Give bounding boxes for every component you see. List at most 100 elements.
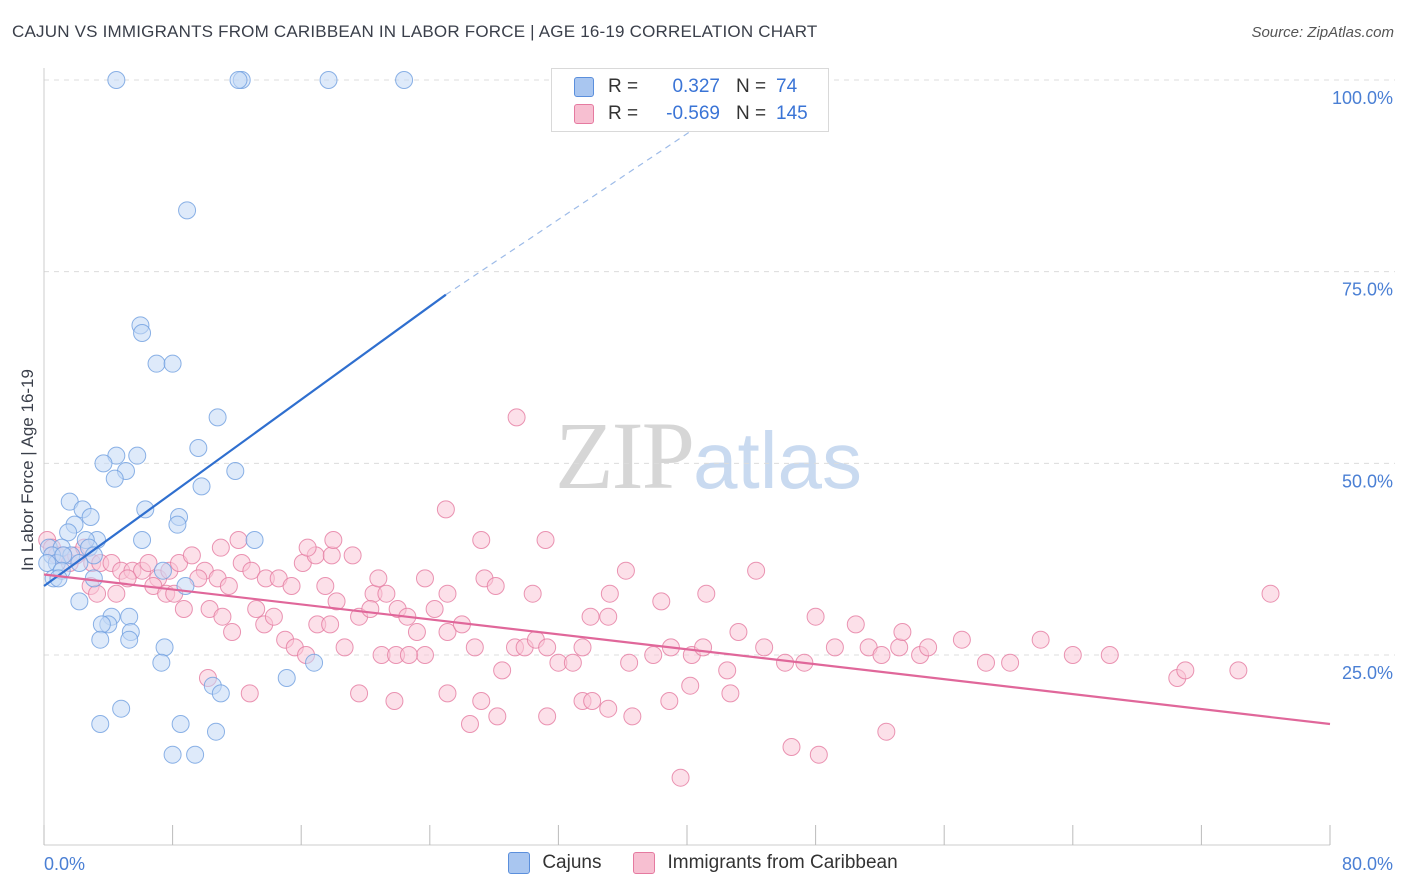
cajun-point [136, 500, 155, 519]
legend-row-caribbean: R = -0.569 N = 145 [574, 102, 816, 126]
caribbean-point [872, 646, 891, 665]
caribbean-point [242, 561, 261, 580]
caribbean-point [599, 699, 618, 718]
cajun-point [211, 684, 230, 703]
caribbean-point [523, 584, 542, 603]
cajun-point [229, 71, 248, 89]
cajun-point [395, 71, 414, 89]
cajun-point [81, 508, 100, 527]
cajun-point [147, 354, 166, 373]
caribbean-point [472, 692, 491, 711]
cajun-point [208, 408, 227, 427]
caribbean-point [721, 684, 740, 703]
legend-r-label: R = [608, 103, 639, 124]
caribbean-point [893, 623, 912, 642]
caribbean-point [107, 584, 126, 603]
caribbean-point [247, 600, 266, 619]
cajun-point [152, 653, 171, 672]
caribbean-point [583, 692, 602, 711]
caribbean-point [1063, 646, 1082, 665]
caribbean-point [697, 584, 716, 603]
cajun-point [91, 630, 110, 649]
cajun-point [168, 515, 187, 534]
caribbean-point [407, 623, 426, 642]
cajun-point [163, 354, 182, 373]
caribbean-point [343, 546, 362, 565]
legend-item-cajuns: Cajuns [508, 852, 601, 874]
legend-n-label: N = [736, 103, 767, 124]
caribbean-point [415, 646, 434, 665]
caribbean-point [729, 623, 748, 642]
caribbean-point [755, 638, 774, 657]
cajuns-trend-line [43, 293, 447, 587]
series-caribbean-points [38, 408, 1280, 787]
caribbean-point [327, 592, 346, 611]
legend-item-caribbean: Immigrants from Caribbean [633, 852, 898, 874]
caribbean-point [718, 661, 737, 680]
caribbean-point [486, 577, 505, 596]
cajun-point [171, 715, 190, 734]
cajun-point [178, 201, 197, 220]
caribbean-point [538, 707, 557, 726]
caribbean-point [652, 592, 671, 611]
caribbean-point [298, 538, 317, 557]
caribbean-point [335, 638, 354, 657]
caribbean-point [616, 561, 635, 580]
caribbean-point [825, 638, 844, 657]
caribbean-point [644, 646, 663, 665]
caribbean-point [1229, 661, 1248, 680]
cajun-point [155, 638, 174, 657]
legend-swatch-cajuns [574, 77, 594, 97]
cajun-point [186, 745, 205, 764]
watermark-part-a: ZIP [555, 402, 695, 509]
caribbean-point [436, 500, 455, 519]
caribbean-point [976, 653, 995, 672]
legend-swatch-caribbean [574, 104, 594, 124]
cajun-point [92, 615, 111, 634]
chart-title: CAJUN VS IMMIGRANTS FROM CARIBBEAN IN LA… [12, 22, 818, 41]
caribbean-point [282, 577, 301, 596]
caribbean-point [1001, 653, 1020, 672]
axes [43, 68, 1331, 846]
correlation-legend: R = 0.327 N = 74 R = -0.569 N = 145 [551, 68, 829, 132]
caribbean-point [660, 692, 679, 711]
source-credit: Source: ZipAtlas.com [1251, 24, 1394, 41]
cajun-point [70, 554, 89, 573]
cajun-point [91, 715, 110, 734]
caribbean-point [1031, 630, 1050, 649]
caribbean-point [182, 546, 201, 565]
cajun-point [133, 531, 152, 550]
caribbean-trend-line [43, 573, 1331, 726]
caribbean-point [399, 646, 418, 665]
caribbean-point [846, 615, 865, 634]
caribbean-point [240, 684, 259, 703]
caribbean-point [324, 531, 343, 550]
caribbean-point [1176, 661, 1195, 680]
caribbean-point [600, 584, 619, 603]
caribbean-point [438, 684, 457, 703]
caribbean-point [139, 554, 158, 573]
legend-label-cajuns: Cajuns [542, 852, 602, 873]
caribbean-point [806, 607, 825, 626]
cajun-point [189, 439, 208, 458]
series-legend: Cajuns Immigrants from Caribbean [0, 852, 1406, 874]
legend-r-value: -0.569 [666, 103, 720, 124]
cajun-point [59, 523, 78, 542]
caribbean-point [538, 638, 557, 657]
caribbean-point [890, 638, 909, 657]
cajun-point [120, 607, 139, 626]
legend-n-value: 145 [776, 103, 808, 124]
y-tick-label: 50.0% [1342, 471, 1393, 491]
series-cajuns-points [38, 71, 414, 764]
caribbean-point [952, 630, 971, 649]
cajun-point [192, 477, 211, 496]
caribbean-point [316, 577, 335, 596]
caribbean-point [438, 584, 457, 603]
legend-label-caribbean: Immigrants from Caribbean [667, 852, 898, 873]
cajun-point [94, 454, 113, 473]
cajun-point [163, 745, 182, 764]
cajun-point [112, 699, 131, 718]
legend-r-value: 0.327 [672, 76, 720, 97]
caribbean-point [877, 722, 896, 741]
caribbean-point [507, 408, 526, 427]
